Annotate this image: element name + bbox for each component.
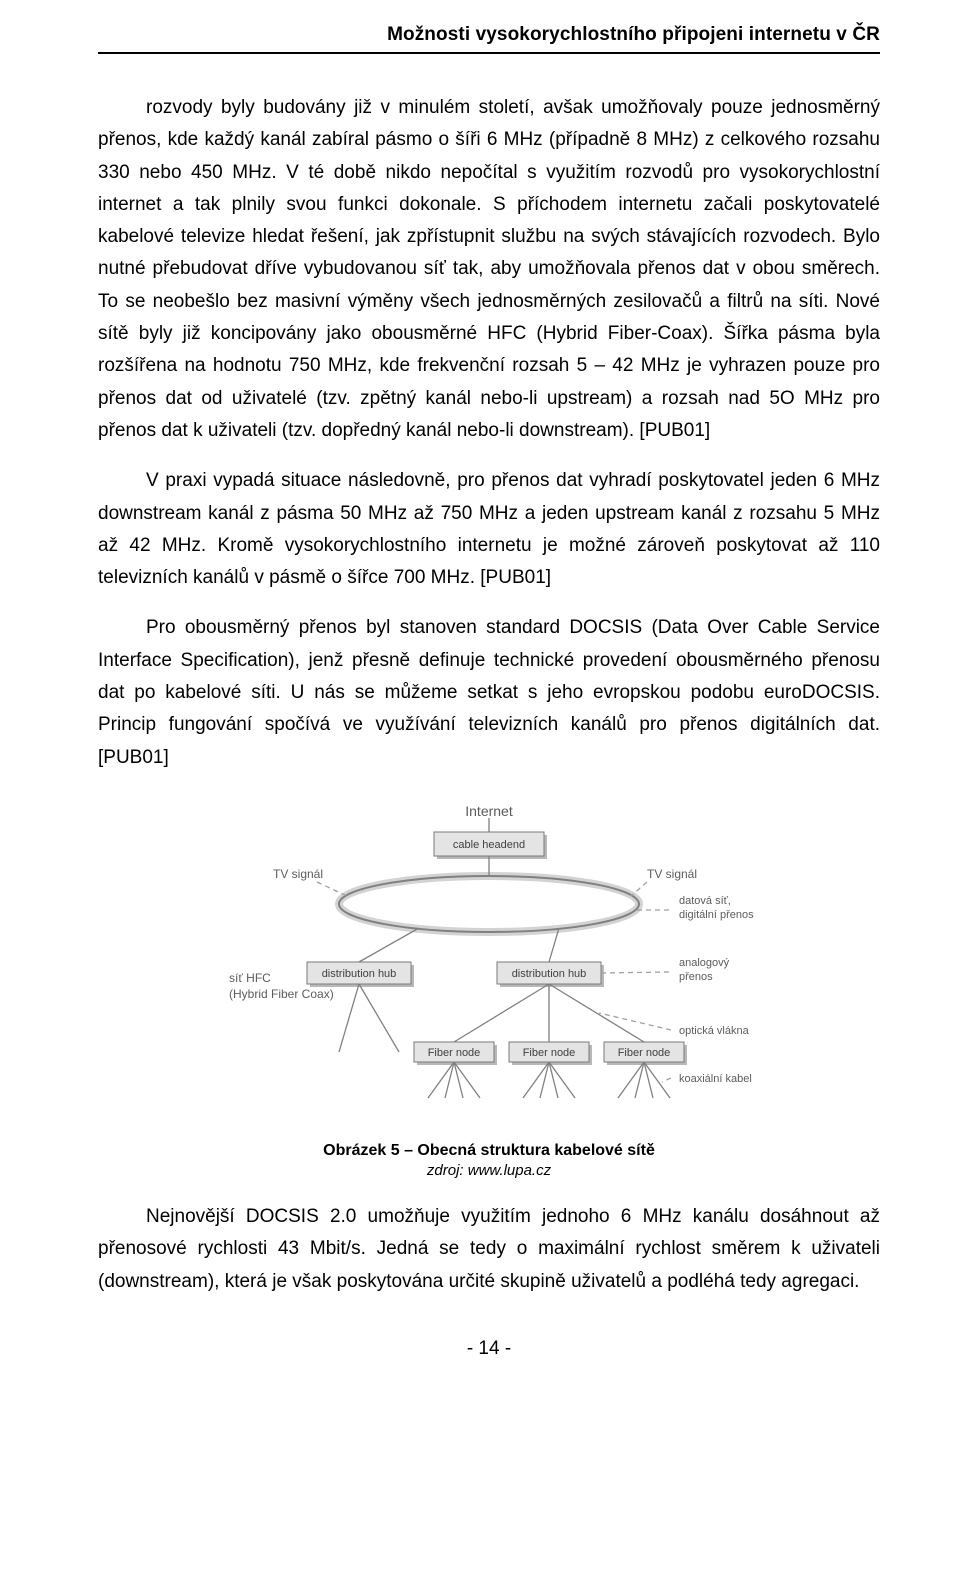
svg-text:Fiber node: Fiber node: [618, 1047, 671, 1059]
svg-text:přenos: přenos: [679, 971, 713, 983]
svg-text:datová síť,: datová síť,: [679, 895, 731, 907]
figure-source: zdroj: www.lupa.cz: [98, 1162, 880, 1179]
svg-text:TV signál: TV signál: [647, 867, 697, 881]
paragraph-4: Nejnovější DOCSIS 2.0 umožňuje využitím …: [98, 1201, 880, 1298]
figure-network-diagram: Internet cable headend TV signál TV signál d…: [98, 800, 880, 1179]
svg-text:(Hybrid Fiber Coax): (Hybrid Fiber Coax): [229, 987, 334, 1001]
figure-caption: Obrázek 5 – Obecná struktura kabelové sí…: [98, 1142, 880, 1160]
page: Možnosti vysokorychlostního připojeni in…: [0, 0, 960, 1591]
svg-text:Fiber node: Fiber node: [523, 1047, 576, 1059]
svg-text:cable headend: cable headend: [453, 839, 525, 851]
svg-text:analogový: analogový: [679, 957, 730, 969]
network-diagram-svg: Internet cable headend TV signál TV signál d…: [209, 800, 769, 1130]
svg-text:digitální přenos: digitální přenos: [679, 909, 754, 921]
paragraph-1: rozvody byly budovány již v minulém stol…: [98, 92, 880, 447]
svg-text:distribution hub: distribution hub: [322, 968, 397, 980]
paragraph-2: V praxi vypadá situace následovně, pro p…: [98, 465, 880, 594]
svg-text:Internet: Internet: [465, 803, 513, 819]
svg-text:koaxiální kabel: koaxiální kabel: [679, 1073, 752, 1085]
svg-text:Fiber node: Fiber node: [428, 1047, 481, 1059]
page-number: - 14 -: [98, 1338, 880, 1360]
svg-text:optická vlákna: optická vlákna: [679, 1025, 750, 1037]
paragraph-3: Pro obousměrný přenos byl stanoven stand…: [98, 612, 880, 773]
svg-text:TV signál: TV signál: [273, 867, 323, 881]
body-text-after-figure: Nejnovější DOCSIS 2.0 umožňuje využitím …: [98, 1201, 880, 1298]
body-text: rozvody byly budovány již v minulém stol…: [98, 92, 880, 774]
svg-text:distribution hub: distribution hub: [512, 968, 587, 980]
running-title: Možnosti vysokorychlostního připojeni in…: [98, 24, 880, 54]
svg-text:síť HFC: síť HFC: [229, 971, 271, 985]
